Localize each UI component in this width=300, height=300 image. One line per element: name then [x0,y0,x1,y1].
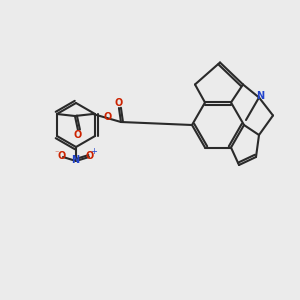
Text: O: O [104,112,112,122]
Text: O: O [115,98,123,108]
Text: ⁻: ⁻ [55,148,59,158]
Text: O: O [74,130,82,140]
Text: O: O [86,151,94,161]
Text: N: N [71,155,79,165]
Text: N: N [256,92,264,101]
Text: +: + [91,148,98,157]
Text: O: O [58,151,66,161]
